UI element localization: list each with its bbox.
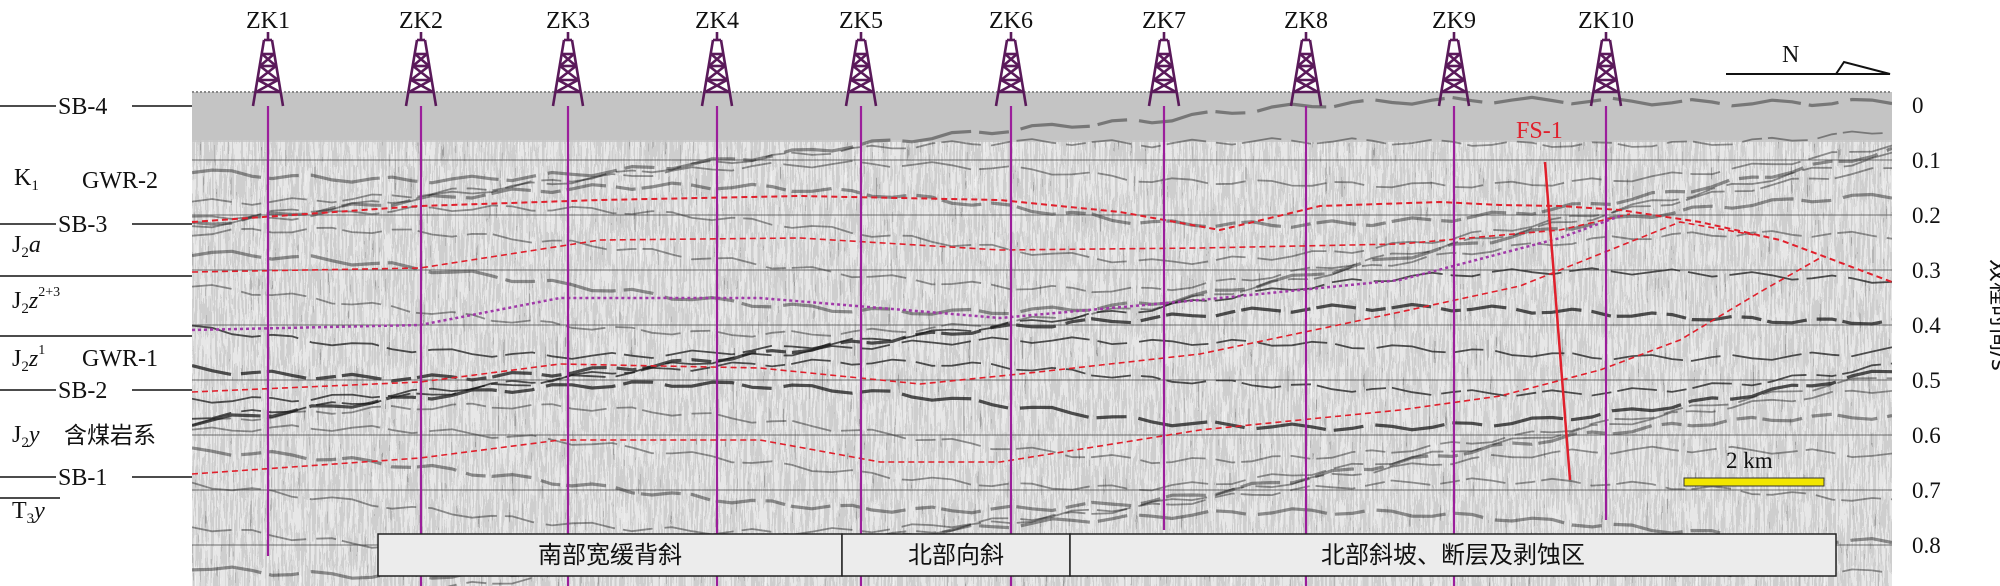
drilling-rig-icon [1589, 32, 1623, 107]
fault-label: FS-1 [1516, 118, 1563, 144]
formation-j2y: J2y [12, 422, 40, 451]
drilling-rig-icon [404, 32, 438, 107]
formation-j2a: J2a [12, 232, 41, 261]
well-zk4: ZK4 [695, 8, 739, 586]
axis-tick-label: 0.6 [1912, 423, 1941, 448]
drilling-rig-icon [994, 32, 1028, 107]
drilling-rig-icon [700, 32, 734, 107]
sequence-boundary-label: SB-2 [58, 378, 107, 404]
horizon-line [191, 213, 1631, 273]
left-annotations: SB-4 SB-3 SB-2 SB-1 K1 GWR-2 J2a J2z2+3 J2z… [0, 94, 192, 527]
horizon-line [191, 257, 1821, 475]
seismic-image [192, 91, 1892, 586]
well-label: ZK7 [1142, 8, 1186, 34]
well-label: ZK1 [246, 8, 290, 34]
well-zk3: ZK3 [546, 8, 590, 586]
axis-tick-label: 0.7 [1912, 478, 1941, 503]
axis-tick-label: 0.1 [1912, 148, 1941, 173]
scale-bar: 2 km [1683, 448, 1825, 487]
axis-tick-label: 0.2 [1912, 203, 1941, 228]
structural-zones: 南部宽缓背斜 北部向斜 北部斜坡、断层及剥蚀区 [377, 533, 1837, 577]
well-label: ZK2 [399, 8, 443, 34]
time-axis: 双程时间/s 0 0.1 0.2 0.3 0.4 0.5 0.6 0.7 0.8 [1912, 93, 2000, 558]
well-zk9: ZK9 [1432, 8, 1476, 586]
well-zk1: ZK1 [246, 8, 290, 556]
well-label: ZK4 [695, 8, 739, 34]
well-zk2: ZK2 [399, 8, 443, 586]
north-label: N [1782, 42, 1799, 68]
gwr-1-label: GWR-1 [82, 346, 158, 372]
well-zk5: ZK5 [839, 8, 883, 586]
well-label: ZK9 [1432, 8, 1476, 34]
formation-j2z23: J2z2+3 [12, 285, 60, 317]
axis-title: 双程时间/s [1986, 259, 2000, 371]
sequence-boundary-label: SB-3 [58, 212, 107, 238]
coal-series-label: 含煤岩系 [64, 423, 156, 449]
gwr-2-label: GWR-2 [82, 168, 158, 194]
drilling-rig-icon [844, 32, 878, 107]
sequence-boundary-label: SB-1 [58, 465, 107, 491]
drilling-rig-icon [251, 32, 285, 107]
zone-box: 北部斜坡、断层及剥蚀区 [1069, 533, 1837, 577]
well-zk10: ZK10 [1578, 8, 1634, 520]
drilling-rig-icon [1147, 32, 1181, 107]
zone-box: 南部宽缓背斜 [377, 533, 843, 577]
zone-label: 北部向斜 [908, 541, 1004, 569]
well-label: ZK8 [1284, 8, 1328, 34]
axis-tick-label: 0.3 [1912, 258, 1941, 283]
drilling-rig-icon [551, 32, 585, 107]
wells: ZK1 ZK2 ZK3 ZK4 ZK5 ZK6 ZK7 ZK8 ZK9 ZK10 [246, 8, 1634, 586]
formation-j2z1: J2z1 [12, 343, 45, 375]
drilling-rig-icon [1289, 32, 1323, 107]
well-label: ZK3 [546, 8, 590, 34]
well-label: ZK6 [989, 8, 1033, 34]
well-zk7: ZK7 [1142, 8, 1186, 530]
horizons [191, 161, 1893, 481]
scale-bar-fill [1683, 477, 1825, 487]
well-zk8: ZK8 [1284, 8, 1328, 586]
well-label: ZK5 [839, 8, 883, 34]
axis-tick-label: 0 [1912, 93, 1924, 118]
well-zk6: ZK6 [989, 8, 1033, 586]
formation-t3y: T3y [12, 498, 45, 527]
axis-tick-label: 0.5 [1912, 368, 1941, 393]
horizon-line [191, 214, 1621, 332]
horizon-line [191, 221, 1761, 393]
zone-label: 北部斜坡、断层及剥蚀区 [1321, 541, 1585, 569]
formation-k1: K1 [14, 165, 39, 194]
zone-box: 北部向斜 [841, 533, 1071, 577]
axis-tick-label: 0.8 [1912, 533, 1941, 558]
axis-tick-label: 0.4 [1912, 313, 1941, 338]
scale-label: 2 km [1726, 448, 1773, 473]
horizon-line [191, 194, 1893, 283]
well-label: ZK10 [1578, 8, 1634, 34]
zone-label: 南部宽缓背斜 [538, 541, 682, 569]
north-arrow: N [1726, 42, 1891, 75]
sequence-boundary-label: SB-4 [58, 94, 107, 120]
drilling-rig-icon [1437, 32, 1471, 107]
fault-line [1543, 161, 1572, 481]
